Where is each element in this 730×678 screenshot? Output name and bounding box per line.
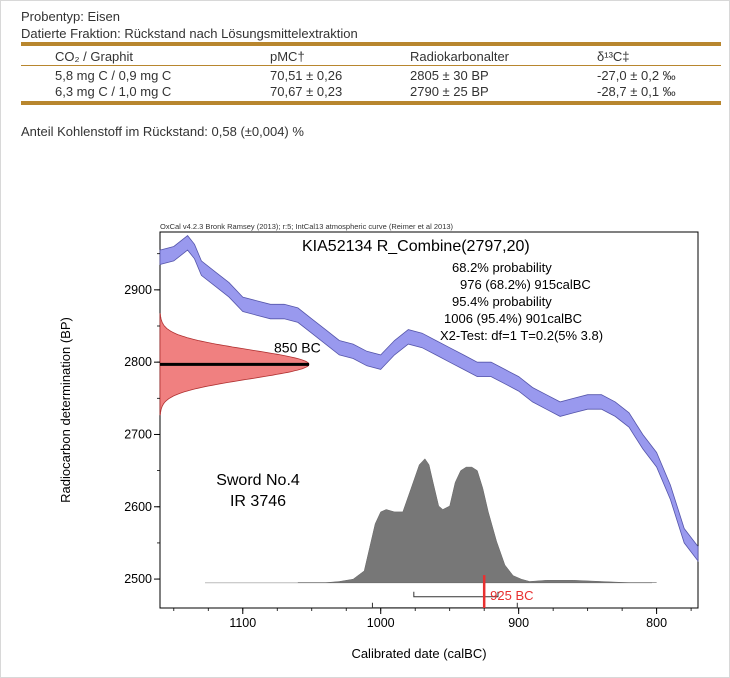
range-95-bracket (371, 602, 518, 609)
table-header-rule (21, 65, 721, 66)
y-tick-label: 2600 (124, 500, 152, 514)
probability-annotation: X2-Test: df=1 T=0.2(5% 3.8) (440, 328, 603, 343)
x-tick-label: 900 (508, 616, 529, 630)
chart-title: KIA52134 R_Combine(2797,20) (302, 238, 530, 255)
table-cell: 2805 ± 30 BP (410, 68, 489, 83)
column-header: pMC† (270, 49, 305, 64)
sample-label: IR 3746 (230, 493, 286, 510)
table-cell: -27,0 ± 0,2 ‰ (597, 68, 676, 83)
probability-annotation: 68.2% probability (452, 260, 552, 275)
sample-type: Probentyp: Eisen (21, 9, 121, 24)
y-tick-label: 2700 (124, 427, 152, 441)
table-cell: 6,3 mg C / 1,0 mg C (55, 84, 172, 99)
measurement-label: 850 BC (274, 339, 321, 355)
y-tick-label: 2500 (124, 572, 152, 586)
posterior-distribution (297, 458, 657, 583)
dated-fraction: Datierte Fraktion: Rückstand nach Lösung… (21, 26, 358, 41)
y-axis-label: Radiocarbon determination (BP) (58, 317, 73, 503)
table-cell: 70,67 ± 0,23 (270, 84, 343, 99)
table-cell: 5,8 mg C / 0,9 mg C (55, 68, 172, 83)
y-tick-label: 2800 (124, 355, 152, 369)
x-tick-label: 1100 (229, 616, 256, 630)
range-68-bracket (413, 591, 499, 598)
column-header: Radiokarbonalter (410, 49, 510, 64)
table-bottom-rule (21, 101, 721, 105)
y-tick-label: 2900 (124, 283, 152, 297)
table-cell: -28,7 ± 0,1 ‰ (597, 84, 676, 99)
carbon-fraction-note: Anteil Kohlenstoff im Rückstand: 0,58 (±… (21, 124, 304, 139)
credit-line: OxCal v4.2.3 Bronk Ramsey (2013); r:5; I… (160, 222, 454, 231)
probability-annotation: 976 (68.2%) 915calBC (460, 277, 591, 292)
x-axis-label: Calibrated date (calBC) (351, 646, 486, 661)
x-tick-label: 1000 (367, 616, 395, 630)
calibration-chart: OxCal v4.2.3 Bronk Ramsey (2013); r:5; I… (58, 222, 699, 661)
sample-label: Sword No.4 (216, 472, 300, 489)
column-header: δ¹³C‡ (597, 49, 630, 64)
probability-annotation: 1006 (95.4%) 901calBC (444, 311, 582, 326)
table-cell: 2790 ± 25 BP (410, 84, 489, 99)
table-top-rule (21, 42, 721, 46)
marker-label: 925 BC (490, 588, 533, 603)
calibration-curve-band (159, 235, 699, 563)
x-tick-label: 800 (646, 616, 667, 630)
probability-annotation: 95.4% probability (452, 294, 552, 309)
table-cell: 70,51 ± 0,26 (270, 68, 343, 83)
column-header: CO₂ / Graphit (55, 49, 134, 64)
